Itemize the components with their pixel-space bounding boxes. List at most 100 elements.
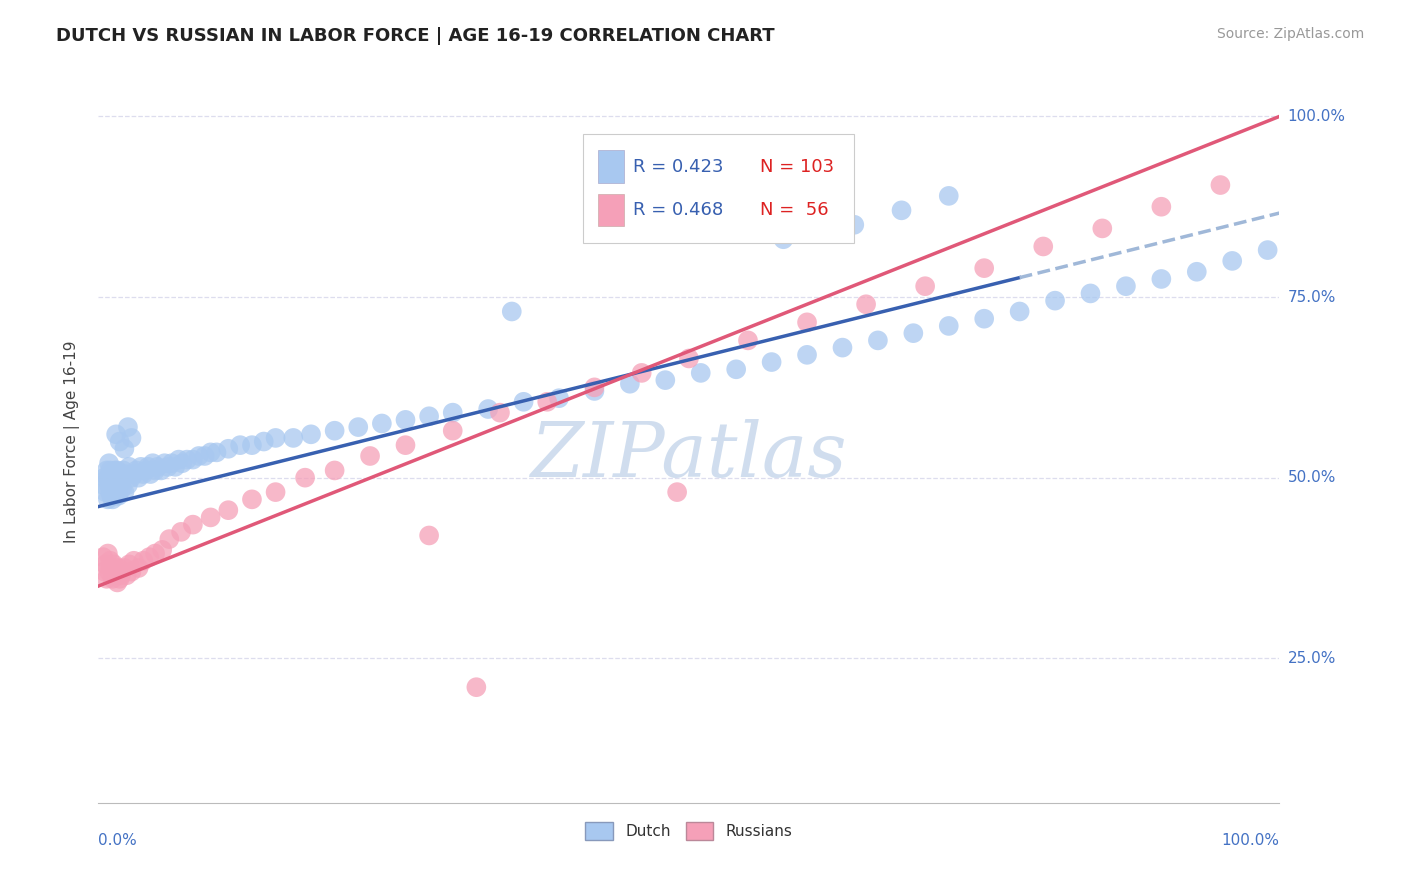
Point (110, 568, 132, 582)
Point (200, 445, 222, 459)
Point (1115, 279, 1137, 293)
Text: R = 0.468: R = 0.468 (634, 202, 724, 219)
Point (129, 459, 152, 474)
Point (299, 427, 322, 442)
Point (418, 409, 440, 424)
Point (135, 463, 157, 477)
Point (512, 394, 534, 409)
Point (96, 463, 118, 477)
Point (108, 478, 131, 492)
Point (117, 420, 139, 434)
Point (112, 463, 135, 477)
Point (737, 334, 759, 348)
Point (1220, 253, 1243, 268)
Point (855, 297, 877, 311)
Point (938, 318, 960, 333)
Point (548, 391, 571, 405)
Point (194, 449, 217, 463)
Point (240, 438, 263, 452)
Point (347, 420, 370, 434)
Legend: Dutch, Russians: Dutch, Russians (579, 816, 799, 846)
Point (725, 362, 748, 376)
Point (97, 547, 120, 561)
Point (111, 482, 134, 496)
Point (796, 315, 818, 329)
Point (103, 475, 125, 489)
Point (108, 572, 131, 586)
Point (121, 565, 143, 579)
Point (128, 561, 150, 575)
Point (1150, 200, 1173, 214)
Point (678, 351, 700, 366)
Y-axis label: In Labor Force | Age 16-19: In Labor Force | Age 16-19 (63, 340, 80, 543)
Point (441, 424, 464, 438)
Point (150, 542, 173, 557)
Point (689, 366, 711, 380)
Point (253, 434, 276, 449)
Point (107, 561, 129, 575)
Point (176, 452, 198, 467)
Point (796, 348, 818, 362)
Point (323, 463, 346, 477)
Point (112, 442, 135, 456)
Point (104, 485, 127, 500)
Point (761, 355, 783, 369)
Point (283, 431, 305, 445)
Point (160, 456, 183, 470)
Point (143, 547, 166, 561)
Point (264, 431, 287, 445)
Text: 100.0%: 100.0% (1222, 833, 1279, 848)
Point (98, 554, 121, 568)
Point (105, 575, 128, 590)
Point (1091, 221, 1114, 235)
Point (181, 452, 204, 467)
Point (501, 304, 523, 318)
Text: 75.0%: 75.0% (1288, 290, 1336, 304)
Point (121, 471, 143, 485)
Point (104, 463, 127, 477)
Point (105, 463, 128, 477)
Point (170, 524, 193, 539)
Point (93, 565, 115, 579)
Point (418, 528, 440, 542)
Point (94, 485, 117, 500)
Text: R = 0.423: R = 0.423 (634, 158, 724, 176)
Point (1209, 178, 1232, 192)
Point (157, 459, 180, 474)
Point (125, 463, 148, 477)
Point (110, 467, 132, 481)
Point (973, 261, 995, 276)
Point (132, 554, 155, 568)
Point (1150, 272, 1173, 286)
Point (101, 572, 124, 586)
Point (103, 558, 125, 572)
Point (143, 463, 166, 477)
Text: Source: ZipAtlas.com: Source: ZipAtlas.com (1216, 27, 1364, 41)
Point (205, 445, 228, 459)
Point (93, 471, 115, 485)
Point (938, 189, 960, 203)
Point (105, 485, 128, 500)
Point (536, 394, 558, 409)
Point (96, 572, 118, 586)
Point (200, 510, 222, 524)
Point (294, 471, 316, 485)
Point (114, 467, 136, 481)
Text: N = 103: N = 103 (759, 158, 834, 176)
Point (100, 467, 122, 481)
Point (441, 406, 464, 420)
Point (98, 463, 121, 477)
Point (115, 568, 138, 582)
FancyBboxPatch shape (598, 151, 624, 183)
Point (1080, 286, 1102, 301)
Point (153, 456, 176, 470)
Point (150, 463, 173, 477)
Point (94, 558, 117, 572)
Point (394, 413, 416, 427)
Point (139, 467, 162, 481)
Point (98, 485, 121, 500)
Point (91, 550, 114, 565)
Point (264, 485, 287, 500)
Point (1185, 265, 1208, 279)
Point (98, 456, 121, 470)
